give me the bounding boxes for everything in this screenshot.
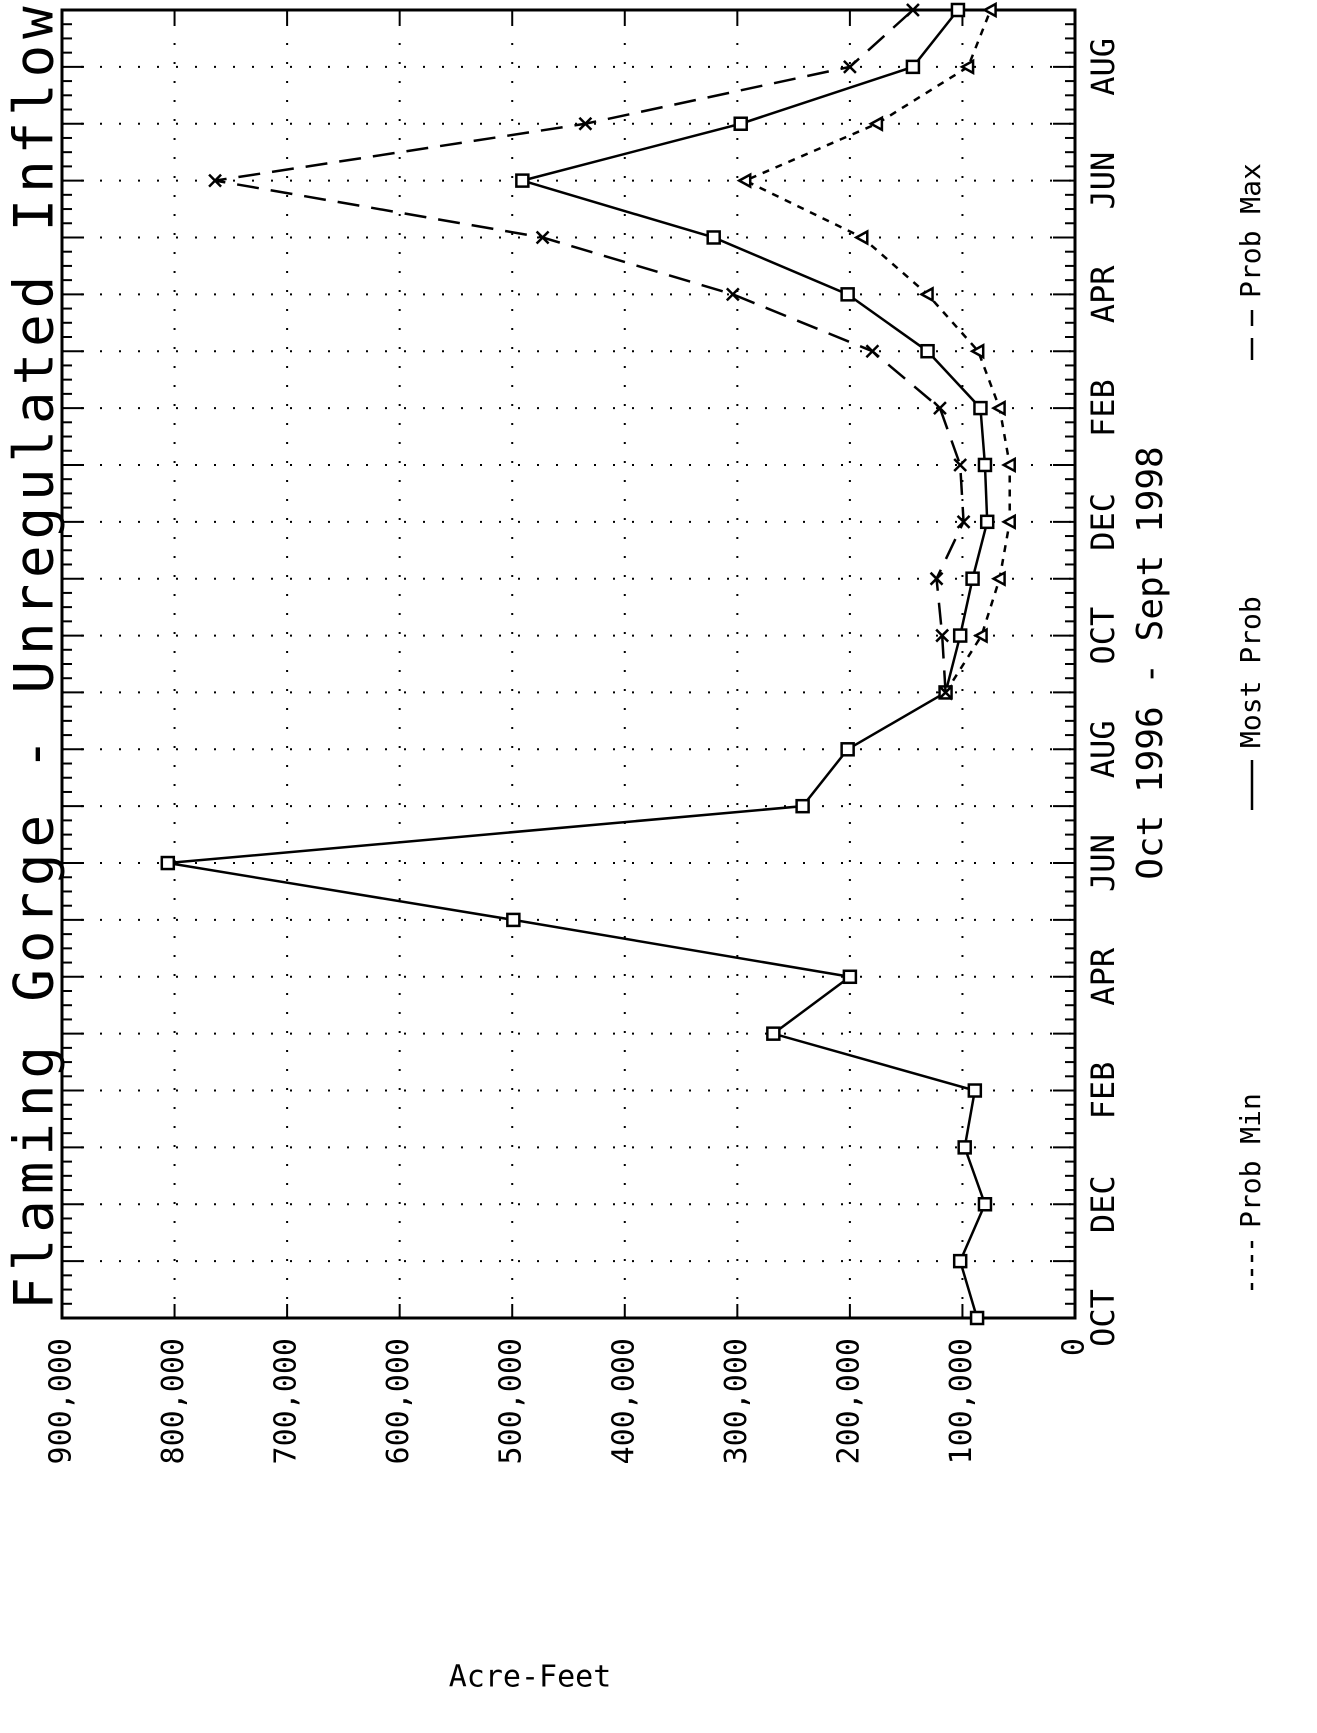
marker-square: [706, 230, 721, 245]
marker-x: [535, 230, 550, 245]
marker-square: [506, 912, 521, 928]
marker-square: [840, 287, 855, 302]
marker-square: [969, 1310, 985, 1326]
x-tick-label: JUN: [1084, 834, 1122, 892]
y-tick-label: 800,000: [156, 1338, 191, 1464]
marker-square: [160, 855, 176, 871]
marker-triangle: [1001, 513, 1016, 530]
legend-label: Prob Max: [1234, 163, 1267, 298]
marker-square: [950, 2, 966, 18]
marker-square: [842, 969, 858, 985]
marker-triangle: [868, 115, 884, 132]
x-tick-label: DEC: [1084, 493, 1122, 551]
marker-square: [979, 514, 995, 530]
marker-square: [515, 173, 530, 188]
marker-triangle: [981, 1, 997, 19]
marker-x: [953, 458, 968, 472]
marker-x: [725, 287, 740, 302]
marker-square: [952, 1253, 968, 1269]
x-tick-label: AUG: [1084, 720, 1122, 778]
y-tick-label: 600,000: [381, 1338, 416, 1464]
marker-square: [977, 457, 993, 473]
marker-x: [956, 514, 971, 529]
marker-square: [967, 1083, 983, 1098]
x-tick-label: JUN: [1084, 152, 1122, 210]
y-tick-label: 200,000: [831, 1338, 866, 1464]
marker-triangle: [969, 343, 985, 360]
x-tick-label: AUG: [1084, 38, 1122, 96]
legend-label: Prob Min: [1234, 1093, 1267, 1228]
marker-square: [957, 1140, 972, 1155]
marker-x: [933, 401, 947, 415]
marker-x: [929, 571, 944, 586]
series-line: [167, 9, 989, 1319]
y-tick-label: 300,000: [719, 1338, 754, 1464]
chart-title: Flaming Gorge - Unregulated Inflow: [3, 0, 66, 1309]
marker-x: [938, 685, 953, 700]
series-line: [214, 9, 965, 693]
marker-square: [952, 628, 968, 643]
marker-x: [843, 59, 857, 74]
y-tick-label: 500,000: [494, 1338, 529, 1464]
marker-triangle: [1001, 456, 1016, 474]
marker-triangle: [959, 58, 975, 75]
y-tick-label: 400,000: [606, 1338, 641, 1464]
marker-x: [865, 344, 880, 359]
marker-square: [766, 1026, 781, 1041]
x-tick-label: APR: [1084, 265, 1122, 324]
marker-square: [977, 1197, 993, 1212]
x-tick-label: FEB: [1084, 1062, 1122, 1120]
marker-x: [208, 173, 222, 188]
chart-body: Flaming Gorge - Unregulated Inflow Oct 1…: [3, 0, 1267, 1694]
marker-square: [840, 742, 855, 757]
y-tick-label: 900,000: [44, 1338, 79, 1464]
marker-triangle: [990, 570, 1006, 587]
marker-square: [973, 400, 988, 416]
y-tick-label: 100,000: [944, 1338, 979, 1464]
marker-square: [920, 343, 935, 359]
plot-frame: [60, 8, 1077, 1320]
marker-square: [795, 798, 810, 814]
marker-triangle: [853, 229, 869, 246]
marker-triangle: [918, 286, 934, 303]
marker-square: [905, 59, 921, 75]
marker-triangle: [972, 627, 988, 644]
marker-x: [906, 3, 920, 17]
x-axis-title: Oct 1996 - Sept 1998: [1130, 446, 1171, 879]
y-axis-title: Acre-Feet: [449, 1660, 612, 1695]
marker-triangle: [736, 172, 752, 189]
marker-x: [578, 116, 593, 131]
marker-square: [733, 116, 748, 131]
legend-label: Most Prob: [1234, 596, 1267, 748]
marker-x: [935, 628, 950, 643]
y-tick-label: 700,000: [269, 1338, 304, 1464]
y-tick-label: 0: [1057, 1338, 1092, 1356]
marker-square: [965, 571, 980, 586]
x-tick-label: OCT: [1084, 607, 1122, 665]
marker-triangle: [990, 399, 1006, 417]
x-tick-label: OCT: [1084, 1289, 1122, 1347]
x-tick-label: DEC: [1084, 1175, 1122, 1233]
x-tick-label: APR: [1084, 947, 1122, 1006]
x-tick-label: FEB: [1084, 379, 1122, 437]
